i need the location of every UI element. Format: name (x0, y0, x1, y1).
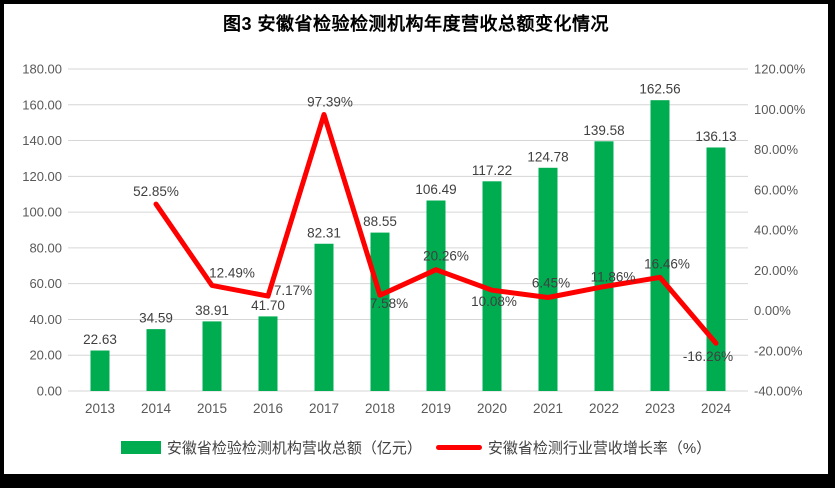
left-axis-tick-label: 140.00 (22, 133, 62, 148)
bar-value-label: 136.13 (695, 129, 736, 144)
legend-item-line-series: 安徽省检测行业营收增长率（%） (435, 437, 712, 458)
bar-2023 (650, 100, 670, 392)
chart-title: 图3 安徽省检验检测机构年度营收总额变化情况 (222, 14, 609, 34)
growth-rate-label: 6.45% (532, 276, 570, 291)
x-axis-label: 2013 (85, 401, 115, 416)
legend: 安徽省检验检测机构营收总额（亿元） 安徽省检测行业营收增长率（%） (4, 437, 828, 458)
line-series-swatch-icon (435, 445, 482, 450)
right-axis-tick-label: 0.00% (754, 303, 791, 318)
bar-value-label: 82.31 (307, 225, 341, 240)
bar-series-swatch-icon (120, 441, 161, 454)
growth-rate-label: 20.26% (423, 249, 469, 264)
bar-2018 (370, 232, 390, 391)
bar-2014 (146, 329, 166, 391)
bar-value-label: 162.56 (639, 82, 680, 97)
x-axis-label: 2015 (197, 401, 227, 416)
growth-rate-label: 97.39% (307, 95, 353, 110)
left-axis-tick-label: 180.00 (22, 62, 62, 77)
x-axis-label: 2023 (645, 401, 675, 416)
x-axis-label: 2020 (477, 401, 507, 416)
bar-value-label: 124.78 (527, 149, 568, 164)
left-axis-tick-label: 80.00 (29, 240, 62, 255)
growth-rate-label: 7.58% (370, 296, 408, 311)
legend-item-bar-series: 安徽省检验检测机构营收总额（亿元） (120, 437, 422, 458)
right-axis-tick-label: -40.00% (754, 384, 803, 399)
growth-rate-label: 12.49% (209, 265, 255, 280)
bar-2015 (202, 321, 222, 391)
x-axis-label: 2018 (365, 401, 395, 416)
x-axis-label: 2016 (253, 401, 283, 416)
bar-value-label: 38.91 (195, 303, 229, 318)
bar-value-label: 106.49 (415, 182, 456, 197)
left-axis-tick-label: 100.00 (22, 205, 62, 220)
bar-2017 (314, 243, 334, 391)
bar-value-label: 117.22 (472, 163, 512, 178)
bar-2013 (90, 350, 110, 391)
x-axis-label: 2014 (141, 401, 172, 416)
bar-2016 (258, 316, 278, 391)
right-axis-tick-label: 60.00% (754, 182, 799, 197)
bar-2019 (426, 200, 446, 391)
right-axis-tick-label: 40.00% (754, 223, 799, 238)
right-axis-tick-label: 120.00% (754, 62, 806, 77)
legend-line-series-label: 安徽省检测行业营收增长率（%） (487, 440, 712, 457)
left-axis-tick-label: 40.00 (29, 312, 62, 327)
left-axis-tick-label: 60.00 (29, 276, 62, 291)
right-axis-tick-label: -20.00% (754, 343, 803, 358)
bar-2020 (482, 181, 502, 391)
x-axis-label: 2017 (309, 401, 339, 416)
left-axis-tick-label: 20.00 (29, 348, 62, 363)
right-axis-tick-label: 20.00% (754, 263, 799, 278)
bar-2021 (538, 167, 558, 391)
x-axis-label: 2021 (533, 401, 563, 416)
left-axis-tick-label: 120.00 (22, 169, 62, 184)
bar-value-label: 34.59 (139, 311, 173, 326)
growth-rate-label: 16.46% (644, 256, 690, 271)
growth-rate-label: 52.85% (133, 184, 179, 199)
growth-rate-label: 11.86% (591, 270, 636, 285)
bar-2022 (594, 141, 614, 391)
right-axis-tick-label: 80.00% (754, 142, 799, 157)
bar-2024 (706, 147, 726, 391)
bar-value-label: 139.58 (583, 123, 624, 138)
right-axis-tick-label: 100.00% (754, 102, 806, 117)
x-axis-label: 2022 (589, 401, 619, 416)
left-axis-tick-label: 0.00 (37, 384, 62, 399)
growth-rate-label: 7.17% (274, 283, 312, 298)
bar-value-label: 88.55 (363, 214, 397, 229)
bar-value-label: 41.70 (251, 298, 285, 313)
combo-chart: 0.00 20.00 40.00 60.00 80.00 100.00 120.00 140.… (22, 62, 806, 417)
left-axis-tick-label: 160.00 (22, 97, 62, 112)
x-axis-label: 2024 (701, 401, 732, 416)
growth-rate-line (153, 112, 719, 346)
x-axis-label: 2019 (421, 401, 451, 416)
bar-value-label: 22.63 (83, 332, 117, 347)
growth-rate-label: -16.26% (683, 349, 733, 364)
growth-rate-label: 10.08% (471, 294, 517, 309)
legend-bar-series-label: 安徽省检验检测机构营收总额（亿元） (166, 440, 422, 457)
